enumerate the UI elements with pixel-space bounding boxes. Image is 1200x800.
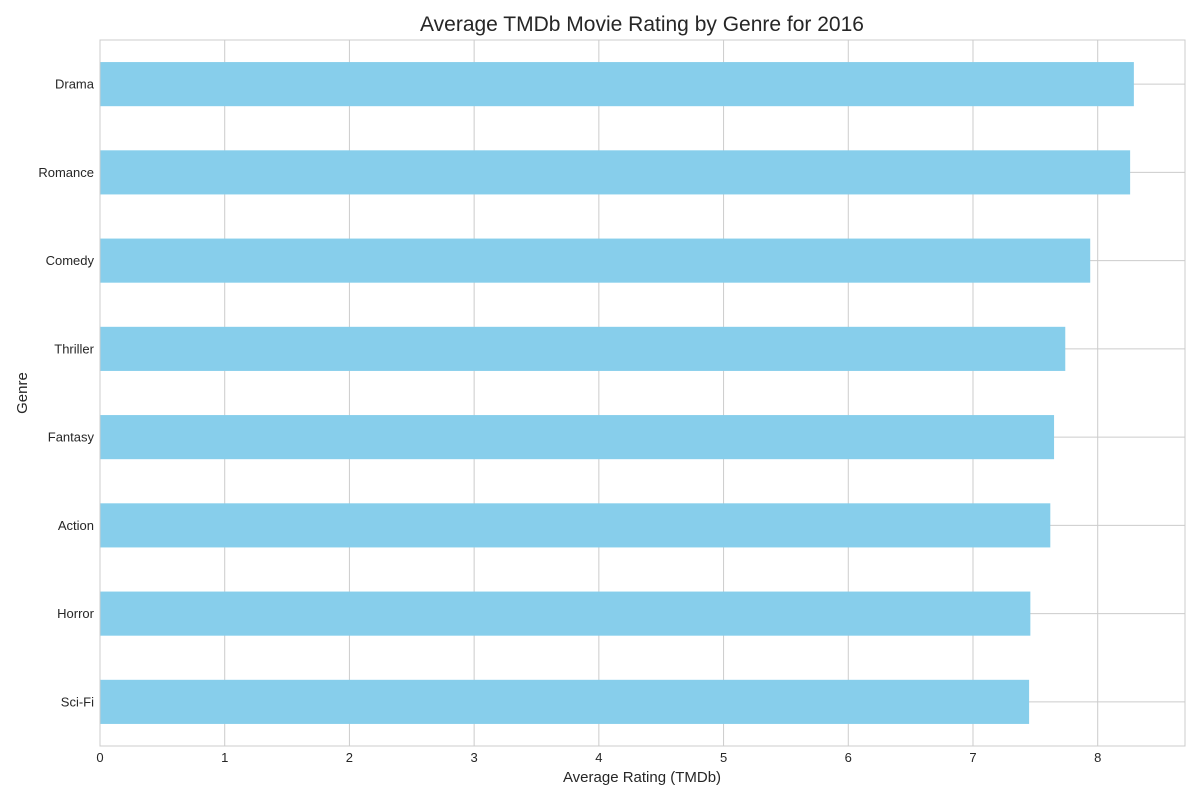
x-tick-label: 8 xyxy=(1094,750,1101,765)
x-tick-label: 2 xyxy=(346,750,353,765)
y-tick-label: Action xyxy=(58,518,94,533)
y-tick-labels: Drama Romance Comedy Thriller Fantasy Action H… xyxy=(38,77,94,710)
y-tick-label: Thriller xyxy=(54,341,94,356)
chart-title: Average TMDb Movie Rating by Genre for 2… xyxy=(420,13,864,36)
y-tick-label: Sci-Fi xyxy=(61,694,94,709)
x-tick-label: 0 xyxy=(96,750,103,765)
bar-action xyxy=(100,503,1051,548)
bar-romance xyxy=(100,150,1131,195)
y-tick-label: Comedy xyxy=(46,253,95,268)
x-tick-label: 5 xyxy=(720,750,727,765)
y-axis-label: Genre xyxy=(14,372,31,414)
bar-comedy xyxy=(100,238,1091,283)
y-tick-label: Romance xyxy=(38,165,94,180)
bar-drama xyxy=(100,62,1134,107)
y-tick-label: Horror xyxy=(57,606,95,621)
bar-sci-fi xyxy=(100,679,1030,724)
y-tick-label: Fantasy xyxy=(48,430,95,445)
x-tick-label: 3 xyxy=(471,750,478,765)
plot-frame xyxy=(99,39,1186,747)
bar-thriller xyxy=(100,326,1066,371)
x-tick-label: 1 xyxy=(221,750,228,765)
x-axis-label: Average Rating (TMDb) xyxy=(563,769,721,786)
bar-fantasy xyxy=(100,415,1055,460)
x-tick-label: 7 xyxy=(969,750,976,765)
bars xyxy=(100,62,1134,724)
x-tick-label: 4 xyxy=(595,750,602,765)
bar-horror xyxy=(100,591,1031,636)
x-tick-labels: 0 1 2 3 4 5 6 7 8 xyxy=(96,750,1101,765)
y-tick-label: Drama xyxy=(55,77,95,92)
x-tick-label: 6 xyxy=(845,750,852,765)
